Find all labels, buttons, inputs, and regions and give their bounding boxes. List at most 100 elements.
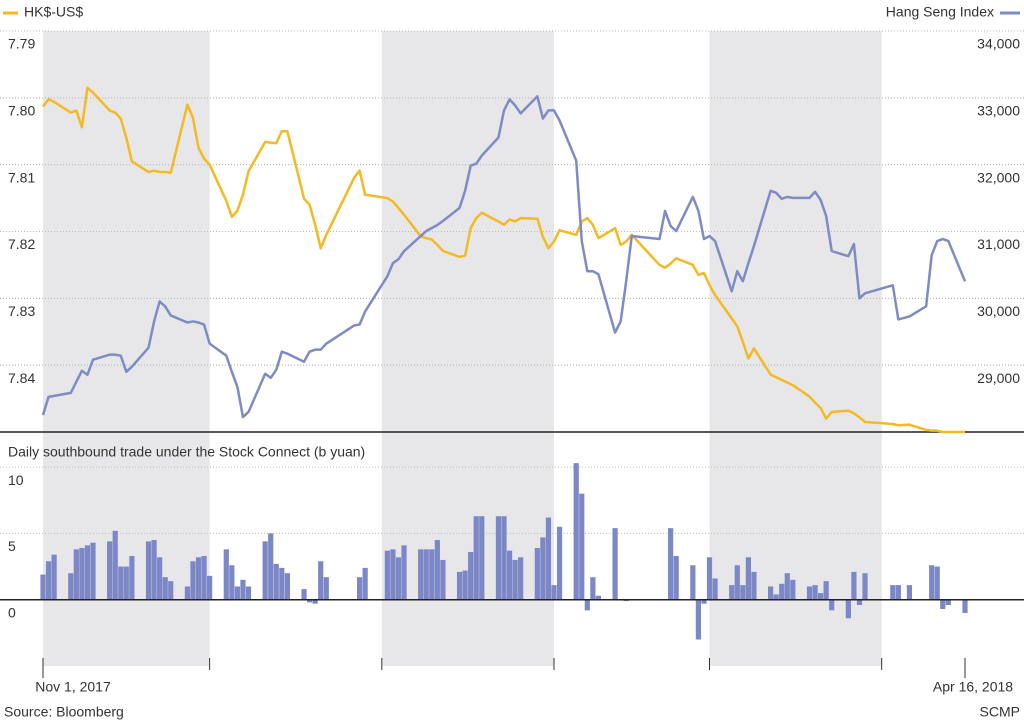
bar (518, 557, 524, 600)
y2-tick-label: 30,000 (977, 303, 1020, 319)
bar (706, 557, 713, 600)
bar (740, 585, 746, 600)
line (42, 86, 965, 434)
bar (123, 566, 129, 600)
source: Source: Bloomberg (4, 704, 124, 720)
bar (534, 548, 540, 600)
bar (318, 561, 324, 600)
bar (279, 567, 285, 600)
bar (201, 555, 207, 600)
bar (812, 585, 818, 600)
bar (384, 550, 390, 600)
bar (595, 595, 602, 600)
bar (745, 557, 751, 600)
y-tick-label: 7.84 (8, 370, 35, 386)
bar (734, 565, 740, 600)
bar (823, 581, 829, 600)
bar (856, 599, 863, 606)
bar (729, 585, 735, 600)
bar (107, 541, 113, 600)
bar (773, 594, 779, 600)
bar (929, 565, 935, 600)
bar (695, 599, 701, 640)
bar (112, 530, 118, 600)
y2-tick-label: 33,000 (977, 103, 1020, 119)
bar (284, 573, 290, 600)
bar (945, 599, 951, 606)
bar (512, 559, 518, 600)
bar (434, 540, 440, 600)
bar (129, 555, 135, 600)
bar (556, 526, 563, 600)
bar (690, 565, 696, 600)
bar (495, 516, 502, 600)
bar (790, 579, 796, 600)
bar (118, 566, 124, 600)
month-band (709, 31, 882, 666)
bar (312, 599, 318, 604)
bar (429, 549, 435, 600)
bar (190, 561, 196, 600)
y2-tick-label: 34,000 (977, 36, 1020, 52)
bar (940, 599, 946, 609)
y-tick-label: 7.81 (8, 169, 35, 185)
bar (551, 585, 557, 600)
bar (51, 554, 57, 600)
bar (356, 577, 363, 600)
bar (862, 573, 868, 600)
bar (845, 599, 851, 619)
bar (501, 516, 507, 600)
bar (68, 573, 74, 600)
line (41, 95, 967, 419)
bar (473, 516, 479, 600)
bar (84, 545, 91, 600)
x-tick-label: Apr 16, 2018 (933, 679, 1013, 695)
bar (890, 585, 896, 600)
bar (418, 549, 424, 600)
bar (806, 586, 813, 600)
bar (456, 571, 463, 600)
bar (268, 533, 274, 600)
bar (240, 579, 246, 600)
bar (906, 585, 913, 600)
bar (612, 528, 618, 600)
y-tick-label: 7.80 (8, 103, 35, 119)
bar (934, 566, 940, 600)
bar (184, 586, 191, 600)
bar (712, 578, 718, 600)
bar (234, 586, 240, 600)
bar (506, 550, 513, 600)
bar (245, 586, 252, 600)
bar (962, 599, 968, 613)
y-tick-label: 5 (8, 538, 16, 554)
bar (151, 540, 157, 600)
bar (817, 593, 824, 600)
bar (851, 571, 857, 600)
bar (401, 545, 407, 600)
bar (673, 555, 679, 600)
bar (545, 517, 552, 600)
x-tick-label: Nov 1, 2017 (35, 679, 111, 695)
bar (462, 570, 468, 600)
bar (440, 559, 446, 600)
bar (262, 541, 268, 600)
bar (573, 463, 579, 600)
bar (829, 599, 835, 611)
bar (395, 557, 402, 600)
bar (45, 561, 52, 600)
bar (701, 599, 707, 604)
panel-title: Daily southbound trade under the Stock C… (8, 444, 365, 460)
bar (784, 573, 790, 600)
y-tick-label: 0 (8, 604, 16, 620)
bar (895, 585, 901, 600)
bar (168, 581, 174, 600)
y2-tick-label: 31,000 (977, 236, 1020, 252)
bar (590, 577, 596, 600)
bar (768, 586, 774, 600)
credit: SCMP (980, 704, 1020, 720)
y2-tick-label: 29,000 (977, 370, 1020, 386)
bar (362, 567, 368, 600)
bar (751, 571, 757, 600)
bar (779, 583, 785, 600)
